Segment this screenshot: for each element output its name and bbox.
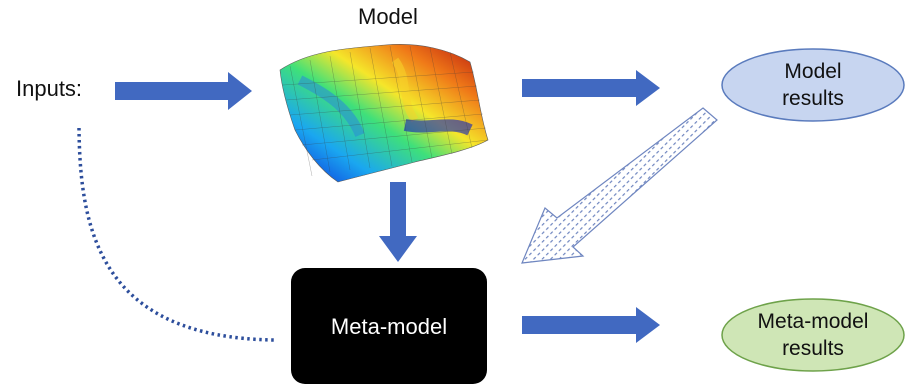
arrow-results-to-meta-model (521, 107, 718, 264)
model-results-ellipse (721, 48, 905, 122)
meta-model-box (291, 268, 487, 384)
surface-plot-icon (279, 44, 489, 183)
model-results-line-1: Model (784, 60, 842, 83)
arrow-inputs-to-model (115, 72, 252, 110)
arrow-model-to-results (522, 70, 660, 106)
meta-model-results-line-2: results (782, 337, 844, 360)
arrow-meta-model-to-results (522, 307, 660, 343)
meta-model-results-line-1: Meta-model (757, 310, 869, 333)
model-results-label: Model results (722, 58, 904, 112)
inputs-label: Inputs: (16, 76, 83, 101)
meta-model-results-ellipse (721, 298, 905, 372)
model-results-line-2: results (782, 87, 844, 110)
dotted-inputs-connector (77, 127, 276, 342)
model-label: Model (358, 4, 418, 29)
arrow-model-to-meta-model (379, 182, 417, 262)
meta-model-results-label: Meta-model results (722, 308, 904, 362)
meta-model-label: Meta-model (330, 314, 448, 339)
